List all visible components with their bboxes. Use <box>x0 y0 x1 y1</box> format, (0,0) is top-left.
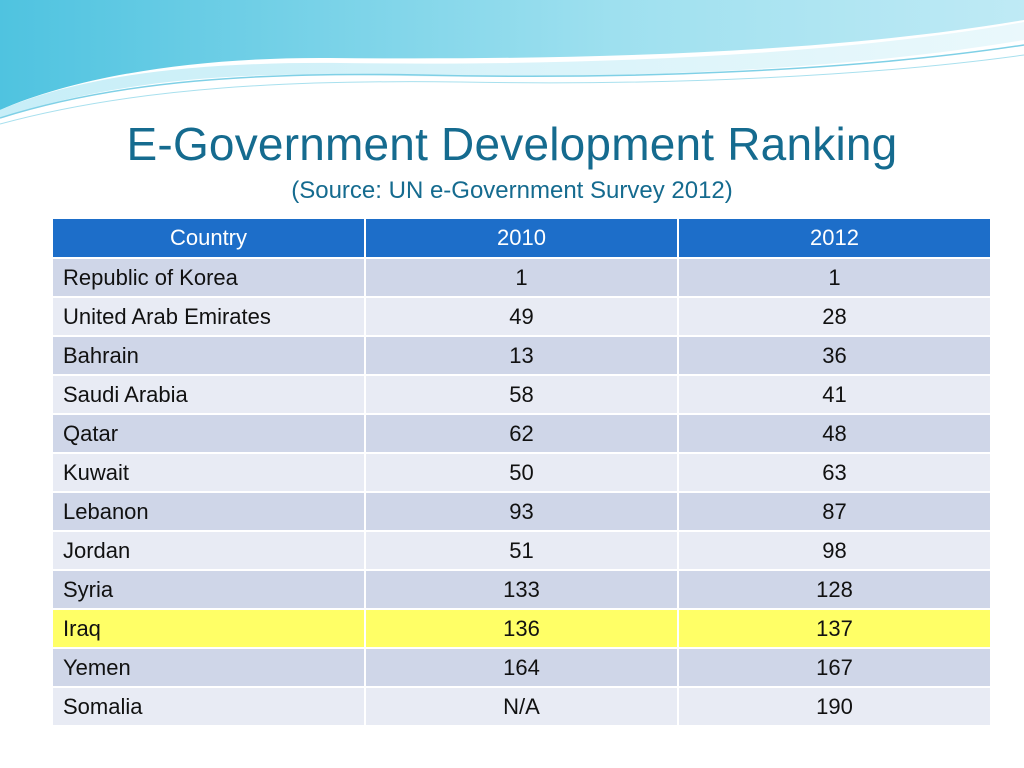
rank-2010-cell: 62 <box>364 413 679 454</box>
rank-2010-cell: 51 <box>364 530 679 571</box>
rank-2010-cell: 136 <box>364 608 679 649</box>
decorative-wave <box>0 0 1024 125</box>
country-cell: Yemen <box>51 647 366 688</box>
table-row: United Arab Emirates 49 28 <box>51 296 992 337</box>
country-cell: Syria <box>51 569 366 610</box>
table-row: Syria 133 128 <box>51 569 992 610</box>
rank-2010-cell: 133 <box>364 569 679 610</box>
table-row: Somalia N/A 190 <box>51 686 992 727</box>
rank-2012-cell: 28 <box>677 296 992 337</box>
table-row: Bahrain 13 36 <box>51 335 992 376</box>
rank-2012-cell: 128 <box>677 569 992 610</box>
country-cell: Somalia <box>51 686 366 727</box>
country-cell: Qatar <box>51 413 366 454</box>
header-country: Country <box>51 217 366 259</box>
rank-2010-cell: N/A <box>364 686 679 727</box>
table-header-row: Country 2010 2012 <box>51 217 992 259</box>
table-row: Lebanon 93 87 <box>51 491 992 532</box>
rank-2012-cell: 1 <box>677 257 992 298</box>
table-row: Kuwait 50 63 <box>51 452 992 493</box>
header-2012: 2012 <box>677 217 992 259</box>
country-cell: Saudi Arabia <box>51 374 366 415</box>
rank-2010-cell: 13 <box>364 335 679 376</box>
slide-subtitle: (Source: UN e-Government Survey 2012) <box>291 177 733 204</box>
country-cell: Lebanon <box>51 491 366 532</box>
rank-2012-cell: 87 <box>677 491 992 532</box>
rank-2012-cell: 36 <box>677 335 992 376</box>
rank-2012-cell: 41 <box>677 374 992 415</box>
table-row: Jordan 51 98 <box>51 530 992 571</box>
rank-2010-cell: 50 <box>364 452 679 493</box>
rank-2012-cell: 167 <box>677 647 992 688</box>
rank-2010-cell: 49 <box>364 296 679 337</box>
country-cell: Iraq <box>51 608 366 649</box>
header-2010: 2010 <box>364 217 679 259</box>
table-row: Republic of Korea 1 1 <box>51 257 992 298</box>
country-cell: Jordan <box>51 530 366 571</box>
rank-2012-cell: 63 <box>677 452 992 493</box>
rank-2012-cell: 48 <box>677 413 992 454</box>
table-row: Saudi Arabia 58 41 <box>51 374 992 415</box>
country-cell: Bahrain <box>51 335 366 376</box>
table-row-highlighted: Iraq 136 137 <box>51 608 992 649</box>
country-cell: United Arab Emirates <box>51 296 366 337</box>
table-row: Qatar 62 48 <box>51 413 992 454</box>
slide-title: E-Government Development Ranking <box>126 118 898 170</box>
rank-2012-cell: 137 <box>677 608 992 649</box>
rank-2012-cell: 98 <box>677 530 992 571</box>
rank-2010-cell: 93 <box>364 491 679 532</box>
ranking-table: Country 2010 2012 Republic of Korea 1 1 … <box>51 217 992 727</box>
rank-2010-cell: 58 <box>364 374 679 415</box>
rank-2012-cell: 190 <box>677 686 992 727</box>
table-row: Yemen 164 167 <box>51 647 992 688</box>
country-cell: Kuwait <box>51 452 366 493</box>
rank-2010-cell: 164 <box>364 647 679 688</box>
rank-2010-cell: 1 <box>364 257 679 298</box>
country-cell: Republic of Korea <box>51 257 366 298</box>
